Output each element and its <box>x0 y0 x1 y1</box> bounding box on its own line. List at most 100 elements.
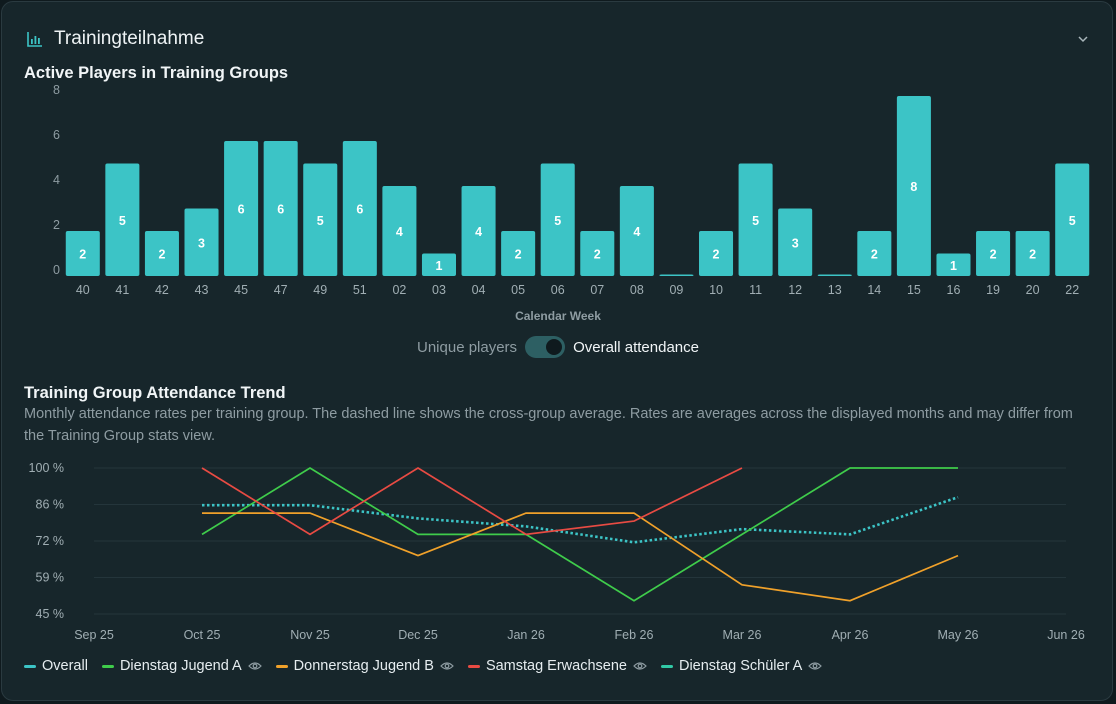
bar-xtick-label: 07 <box>590 283 604 297</box>
bar[interactable] <box>303 163 338 277</box>
bar-xtick-label: 13 <box>828 283 842 297</box>
bar-xtick-label: 02 <box>392 283 406 297</box>
bar-data-label: 6 <box>277 203 284 217</box>
bar-xtick-label: 41 <box>115 283 129 297</box>
eye-icon[interactable] <box>633 661 647 671</box>
legend-item-overall[interactable]: Overall <box>24 658 88 674</box>
toggle-left-label[interactable]: Unique players <box>417 338 518 356</box>
bar[interactable] <box>461 186 496 276</box>
bar-xtick-label: 03 <box>432 283 446 297</box>
legend-swatch <box>467 664 480 668</box>
bar-xtick-label: 51 <box>353 283 367 297</box>
bar-data-label: 2 <box>158 248 165 262</box>
bar-data-label: 5 <box>119 214 126 228</box>
bar-data-label: 2 <box>871 248 878 262</box>
bar-ytick-label: 6 <box>53 128 60 142</box>
bar-data-label: 3 <box>792 236 799 250</box>
bar-xtick-label: 47 <box>274 283 288 297</box>
eye-icon[interactable] <box>440 661 454 671</box>
bar-xtick-label: 42 <box>155 283 169 297</box>
bar-xtick-label: 14 <box>867 283 881 297</box>
legend-label: Dienstag Jugend A <box>119 658 242 674</box>
bar-xtick-label: 09 <box>669 283 683 297</box>
bar-data-label: 5 <box>1069 214 1076 228</box>
bar-chart-title: Active Players in Training Groups <box>24 64 289 82</box>
card-header: Trainingteilnahme <box>26 28 204 50</box>
legend-label: Samstag Erwachsene <box>485 658 627 674</box>
bar-chart-xlabel: Calendar Week <box>515 309 601 323</box>
bar-data-label: 1 <box>436 259 443 273</box>
bar-xtick-label: 12 <box>788 283 802 297</box>
bar-xtick-label: 11 <box>749 283 762 297</box>
bar[interactable] <box>1055 163 1090 277</box>
chevron-down-icon[interactable] <box>1076 32 1090 46</box>
bar[interactable] <box>580 231 615 276</box>
bar-xtick-label: 43 <box>195 283 209 297</box>
bar-data-label: 5 <box>554 214 561 228</box>
bar-xtick-label: 08 <box>630 283 644 297</box>
bar-data-label: 4 <box>396 225 403 239</box>
bar-data-label: 2 <box>515 248 522 262</box>
bar-xtick-label: 40 <box>76 283 90 297</box>
bar-xtick-label: 04 <box>472 283 486 297</box>
bar-xtick-label: 49 <box>313 283 327 297</box>
bar[interactable] <box>224 141 259 276</box>
bar[interactable] <box>342 141 377 276</box>
attendance-toggle-row: Unique players Overall attendance <box>0 336 1116 358</box>
bar[interactable] <box>184 208 219 277</box>
bar[interactable] <box>699 231 734 276</box>
bar[interactable] <box>421 253 456 277</box>
bar-data-label: 2 <box>713 248 720 262</box>
bar-xtick-label: 45 <box>234 283 248 297</box>
bar[interactable] <box>936 253 971 277</box>
eye-icon[interactable] <box>247 661 262 671</box>
bar-ytick-label: 4 <box>53 173 60 187</box>
bar[interactable] <box>144 231 179 276</box>
bar[interactable] <box>263 141 298 276</box>
legend-swatch <box>660 664 673 668</box>
toggle-right-label[interactable]: Overall attendance <box>573 338 699 356</box>
bar-ytick-label: 8 <box>53 83 60 97</box>
bar-ytick-label: 0 <box>53 263 60 277</box>
bar[interactable] <box>738 163 773 277</box>
bar-xtick-label: 16 <box>947 283 961 297</box>
legend-item-donnerstag_jugend_b[interactable]: Donnerstag Jugend B <box>275 658 454 674</box>
bar[interactable] <box>540 163 575 277</box>
legend-swatch <box>101 664 114 668</box>
toggle-knob <box>546 339 563 355</box>
bar-chart-icon <box>27 32 42 47</box>
bar[interactable] <box>501 231 536 276</box>
bar-data-label: 4 <box>475 225 482 239</box>
bar[interactable] <box>619 186 654 276</box>
legend-item-samstag_erwachsene[interactable]: Samstag Erwachsene <box>467 658 647 674</box>
eye-icon[interactable] <box>808 661 823 671</box>
bar[interactable] <box>659 274 694 277</box>
bar-data-label: 2 <box>1029 248 1036 262</box>
bar[interactable] <box>65 231 100 276</box>
bar-xtick-label: 19 <box>986 283 1000 297</box>
bar[interactable] <box>857 231 892 276</box>
card-title: Trainingteilnahme <box>54 28 205 49</box>
bar[interactable] <box>976 231 1011 276</box>
bar[interactable] <box>1015 231 1050 276</box>
bar[interactable] <box>105 163 140 277</box>
bar[interactable] <box>896 96 931 276</box>
legend-swatch <box>24 664 36 668</box>
bar-xtick-label: 10 <box>709 283 723 297</box>
legend-item-dienstag_jugend_a[interactable]: Dienstag Jugend A <box>101 658 262 674</box>
bar-chart: 0246824054124234364564754965140210340420… <box>53 83 1090 297</box>
bar-xtick-label: 20 <box>1026 283 1040 297</box>
legend-label: Overall <box>42 658 88 674</box>
bar[interactable] <box>382 186 417 276</box>
legend-swatch <box>275 664 288 668</box>
bar-data-label: 6 <box>356 203 363 217</box>
bar-data-label: 8 <box>910 180 917 194</box>
attendance-toggle-switch[interactable] <box>525 336 566 358</box>
bar[interactable] <box>817 274 852 277</box>
bar-data-label: 3 <box>198 236 205 250</box>
legend-item-dienstag_schueler_a[interactable]: Dienstag Schüler A <box>660 658 823 674</box>
bar-data-label: 5 <box>752 214 759 228</box>
bar[interactable] <box>778 208 813 277</box>
legend-label: Dienstag Schüler A <box>678 658 803 674</box>
bar-data-label: 2 <box>990 248 997 262</box>
